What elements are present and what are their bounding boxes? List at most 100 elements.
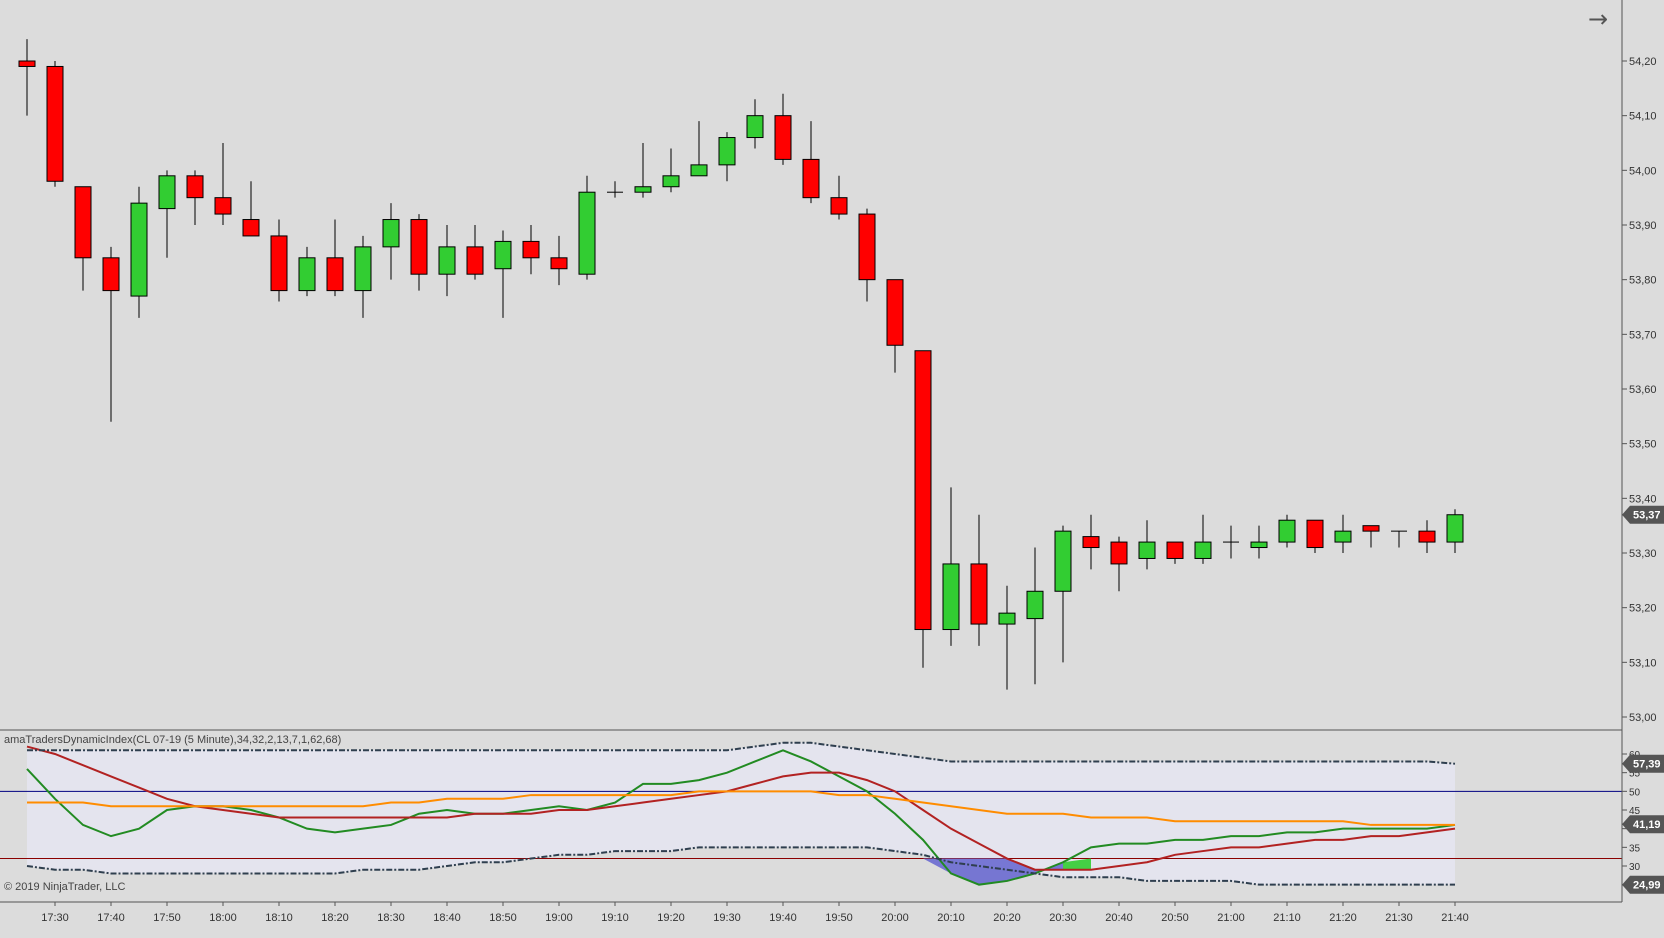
time-tick-label: 20:30 <box>1049 912 1077 924</box>
candle-body-up <box>578 191 596 275</box>
candle <box>690 121 708 177</box>
candle <box>858 208 876 302</box>
candle-body-up <box>1278 519 1296 543</box>
candle <box>1223 525 1239 559</box>
candle <box>1110 536 1128 592</box>
candle-body-down <box>858 213 876 281</box>
candle-body-up <box>1138 541 1156 559</box>
time-tick-label: 20:10 <box>937 912 965 924</box>
candle-body-down <box>1306 519 1324 549</box>
time-tick-label: 19:50 <box>825 912 853 924</box>
time-tick-label: 18:00 <box>209 912 237 924</box>
time-tick-label: 19:10 <box>601 912 629 924</box>
time-tick-label: 21:00 <box>1217 912 1245 924</box>
candle-body-up <box>1334 530 1352 543</box>
candle-body-up <box>298 257 316 292</box>
arrow-right-icon[interactable]: → <box>1587 5 1609 33</box>
indicator-title: amaTradersDynamicIndex(CL 07-19 (5 Minut… <box>4 734 342 746</box>
candle <box>494 230 512 318</box>
price-tick-label: 53,40 <box>1629 493 1657 505</box>
candle-body-down <box>1110 541 1128 565</box>
time-tick-label: 20:20 <box>993 912 1021 924</box>
candle <box>550 235 568 286</box>
oversold-fill <box>1007 858 1035 881</box>
candle <box>1334 514 1352 553</box>
candle-body-up <box>746 115 764 139</box>
candle <box>1362 525 1380 548</box>
indicator-panel[interactable] <box>0 741 1622 886</box>
candle <box>102 246 120 422</box>
price-panel[interactable] <box>18 39 1464 690</box>
candle-body-down <box>802 158 820 199</box>
candle <box>354 235 372 318</box>
indicator-tick-label: 45 <box>1629 806 1641 817</box>
candle <box>1054 525 1072 663</box>
candle-body-up <box>1250 541 1268 549</box>
candle <box>746 99 764 149</box>
candle <box>46 61 64 187</box>
candle <box>186 170 204 225</box>
candle-body-up <box>942 563 960 631</box>
candle <box>130 186 148 318</box>
price-tick-label: 54,20 <box>1629 56 1657 68</box>
price-tick-label: 53,20 <box>1629 603 1657 615</box>
candle <box>718 132 736 182</box>
candle-body-down <box>46 65 64 182</box>
time-tick-label: 20:40 <box>1105 912 1133 924</box>
candle-body-up <box>634 186 652 193</box>
candle <box>522 225 540 275</box>
candle <box>1026 547 1044 685</box>
indicator-value-marker <box>1622 754 1664 773</box>
time-tick-label: 21:30 <box>1385 912 1413 924</box>
candle-body-down <box>886 279 904 346</box>
candle-body-down <box>1082 536 1100 549</box>
candle <box>1250 525 1268 559</box>
candle-body-down <box>186 175 204 199</box>
candle <box>578 175 596 280</box>
candle <box>1391 530 1407 548</box>
candle-body-down <box>270 235 288 292</box>
candle-body-up <box>690 164 708 177</box>
oversold-fill <box>923 858 951 874</box>
candle <box>270 219 288 302</box>
time-tick-label: 18:30 <box>377 912 405 924</box>
candle <box>1166 541 1184 564</box>
time-tick-label: 20:50 <box>1161 912 1189 924</box>
oversold-fill <box>1063 858 1091 870</box>
candle <box>886 279 904 373</box>
time-tick-label: 17:30 <box>41 912 69 924</box>
candle-body-down <box>18 60 36 67</box>
candle-body-up <box>1026 590 1044 620</box>
rsi-price-line <box>26 749 1456 886</box>
candle-body-up <box>130 202 148 297</box>
time-tick-label: 18:20 <box>321 912 349 924</box>
candle <box>914 350 932 668</box>
time-tick-label: 18:50 <box>489 912 517 924</box>
candle-body-down <box>1166 541 1184 559</box>
candle-body-up <box>354 246 372 292</box>
candle <box>830 175 848 220</box>
candle-body-down <box>830 197 848 215</box>
time-tick-label: 19:20 <box>657 912 685 924</box>
candle <box>74 186 92 291</box>
candle <box>242 181 260 237</box>
candle-body-down <box>522 240 540 259</box>
price-tick-label: 53,60 <box>1629 384 1657 396</box>
candle-body-up <box>718 137 736 166</box>
candle <box>1446 509 1464 553</box>
candle <box>1082 514 1100 570</box>
market-base-line <box>27 790 1455 826</box>
indicator-value-marker <box>1622 815 1664 834</box>
candle <box>634 143 652 198</box>
candle-body-up <box>1446 514 1464 543</box>
price-tick-label: 53,50 <box>1629 439 1657 451</box>
candle-body-down <box>326 257 344 292</box>
candle-body-down <box>774 115 792 160</box>
candle <box>466 225 484 280</box>
time-tick-label: 21:40 <box>1441 912 1469 924</box>
time-tick-label: 20:00 <box>881 912 909 924</box>
candle-body-down <box>74 186 92 259</box>
volatility-band-fill <box>27 742 1455 885</box>
